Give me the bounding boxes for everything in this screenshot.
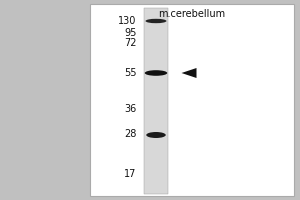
Bar	[90, 4, 294, 196]
Ellipse shape	[145, 70, 167, 76]
Text: 28: 28	[124, 129, 136, 139]
Polygon shape	[182, 68, 196, 78]
Text: 95: 95	[124, 28, 136, 38]
Text: 17: 17	[124, 169, 136, 179]
Text: 130: 130	[118, 16, 136, 26]
Text: m.cerebellum: m.cerebellum	[158, 9, 226, 19]
Text: 72: 72	[124, 38, 136, 48]
Ellipse shape	[146, 19, 167, 23]
Bar	[144, 8, 168, 194]
Text: 36: 36	[124, 104, 136, 114]
Ellipse shape	[146, 132, 166, 138]
Text: 55: 55	[124, 68, 136, 78]
